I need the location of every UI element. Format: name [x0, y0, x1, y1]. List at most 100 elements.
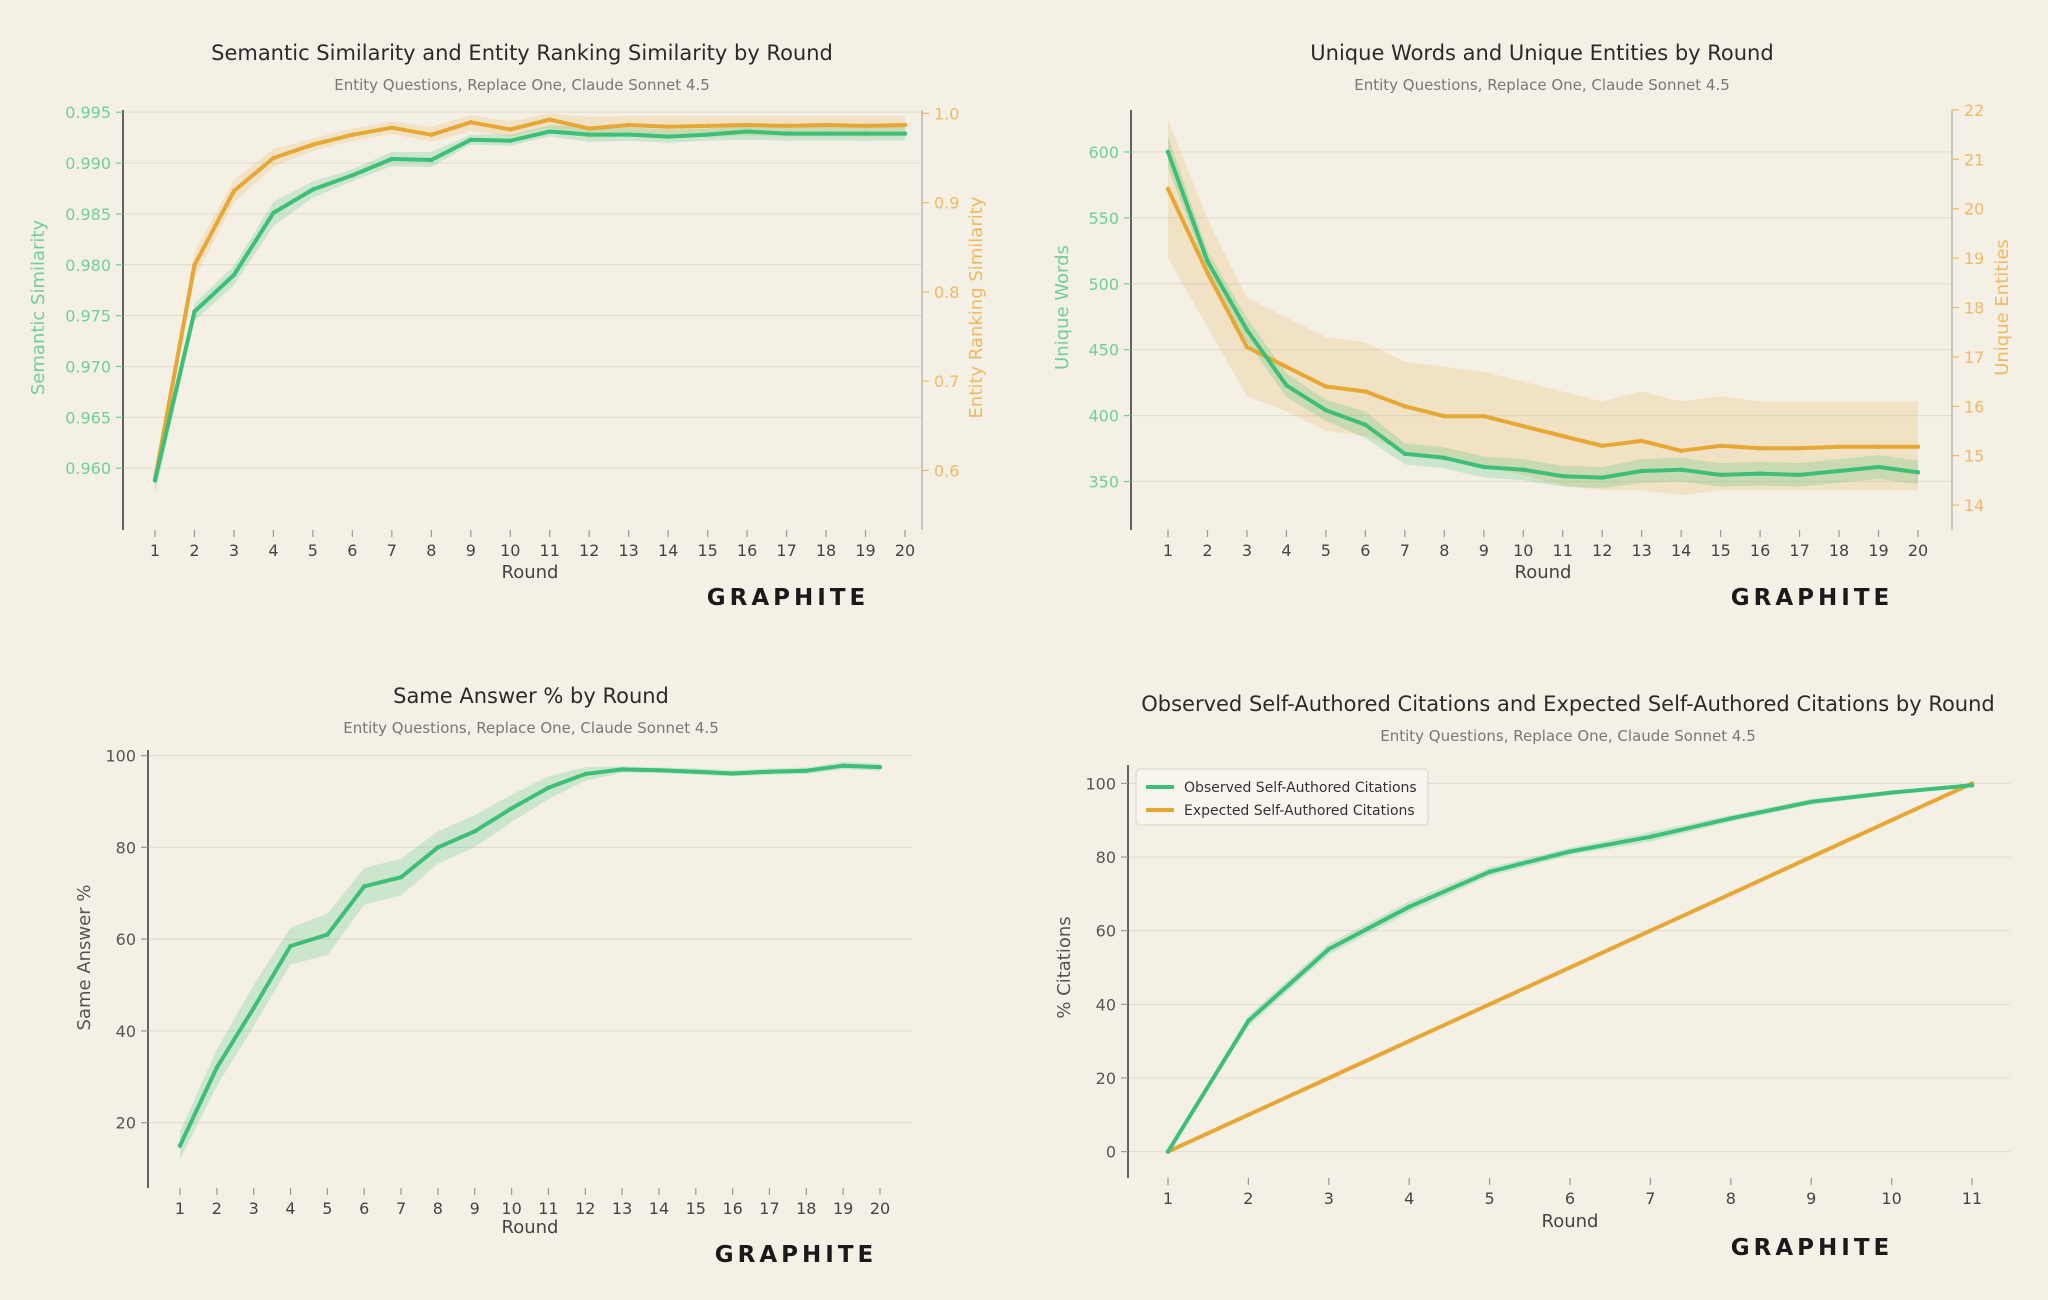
data-point: [840, 763, 846, 768]
x-tick-label: 13: [612, 1199, 632, 1218]
x-tick-label: 4: [1281, 541, 1291, 560]
data-point: [350, 132, 355, 138]
y-tick-label-right: 20: [1964, 200, 1984, 219]
chart-panel-1: Semantic Similarity and Entity Ranking S…: [28, 41, 987, 611]
data-point: [1363, 422, 1368, 428]
data-point: [1728, 891, 1734, 897]
y-tick-label: 60: [116, 930, 136, 949]
y-tick-label: 350: [1088, 473, 1119, 492]
x-tick-label: 18: [796, 1199, 816, 1218]
data-point: [784, 131, 789, 136]
x-tick-label: 15: [686, 1199, 706, 1218]
data-point: [1560, 433, 1565, 439]
y-tick-label-right: 0.9: [934, 194, 959, 213]
x-tick-label: 7: [396, 1199, 406, 1218]
series-line-green: [153, 129, 907, 483]
y-tick-label-right: 1.0: [934, 104, 959, 123]
x-tick-label: 13: [619, 541, 639, 560]
x-tick-label: 4: [285, 1199, 295, 1218]
data-point: [583, 771, 588, 777]
data-point: [1244, 327, 1250, 333]
data-point: [350, 173, 355, 178]
data-point: [325, 932, 330, 937]
x-tick-label: 3: [249, 1199, 259, 1218]
data-point: [877, 764, 883, 770]
data-point: [1757, 471, 1763, 476]
series-line-orange: [153, 117, 907, 482]
data-point: [508, 127, 513, 132]
x-tick-label: 7: [1645, 1189, 1655, 1208]
x-tick-label: 11: [538, 1199, 558, 1218]
data-point: [823, 122, 829, 128]
data-point: [705, 132, 710, 137]
x-tick-label: 11: [1962, 1189, 1982, 1208]
x-tick-label: 9: [1479, 541, 1489, 560]
data-point: [310, 187, 316, 192]
x-tick-label: 18: [1829, 541, 1849, 560]
legend-label: Observed Self-Authored Citations: [1184, 780, 1417, 796]
graphite-logo: GRAPHITE: [707, 585, 869, 611]
data-point: [1521, 467, 1526, 472]
confidence-band-orange: [1168, 119, 1918, 496]
data-point: [1648, 834, 1653, 839]
x-tick-label: 12: [579, 541, 599, 560]
data-point: [1487, 869, 1492, 874]
data-point: [1718, 443, 1723, 449]
y-tick-label-right: 0.6: [934, 461, 959, 480]
x-tick-label: 19: [833, 1199, 853, 1218]
data-point: [587, 126, 592, 131]
data-point: [1600, 475, 1605, 480]
data-point: [1797, 472, 1802, 478]
y-axis-label-right: Entity Ranking Similarity: [966, 196, 987, 418]
data-point: [509, 806, 514, 811]
legend: Observed Self-Authored Citations Expected…: [1135, 768, 1429, 826]
graphite-logo: GRAPHITE: [1731, 1235, 1893, 1261]
data-point: [1639, 438, 1644, 444]
x-axis-label: Round: [1542, 1211, 1599, 1232]
data-point: [1521, 423, 1526, 429]
y-tick-label: 600: [1088, 143, 1119, 162]
data-point: [468, 120, 473, 125]
data-point: [1205, 270, 1210, 276]
x-axis-label: Round: [1515, 562, 1572, 583]
confidence-band-orange: [155, 113, 905, 489]
y-tick-label: 0.975: [65, 307, 111, 326]
y-tick-label: 0.970: [65, 357, 111, 376]
y-axis-label: % Citations: [1054, 916, 1075, 1018]
y-tick-label: 40: [116, 1022, 136, 1041]
data-point: [730, 771, 735, 776]
data-point: [192, 309, 197, 314]
data-point: [863, 123, 868, 129]
y-tick-label: 0.995: [65, 103, 111, 122]
graphite-logo: GRAPHITE: [1731, 585, 1893, 611]
x-tick-label: 16: [1750, 541, 1770, 560]
data-point: [804, 768, 809, 773]
data-point: [1442, 455, 1447, 460]
data-point: [1402, 404, 1408, 409]
data-point: [693, 769, 698, 774]
chart-title: Same Answer % by Round: [393, 684, 669, 708]
data-point: [823, 131, 829, 136]
x-tick-label: 8: [1439, 541, 1449, 560]
chart-panel-4: Observed Self-Authored Citations and Exp…: [1054, 692, 2010, 1261]
data-point: [1442, 413, 1447, 419]
y-tick-label-right: 21: [1964, 150, 1984, 169]
data-point: [1363, 389, 1368, 394]
x-tick-label: 5: [308, 541, 318, 560]
x-tick-label: 2: [189, 541, 199, 560]
data-point: [389, 156, 395, 162]
data-point: [1284, 364, 1289, 369]
data-point: [1836, 468, 1842, 474]
data-point: [1757, 446, 1763, 451]
data-point: [1915, 470, 1921, 475]
data-point: [1836, 444, 1842, 450]
series-line-green: [1166, 149, 1920, 480]
x-tick-label: 12: [575, 1199, 595, 1218]
series-line-orange: [1166, 186, 1920, 453]
data-point: [362, 884, 367, 889]
data-point: [1481, 464, 1486, 470]
data-point: [1728, 816, 1734, 821]
x-tick-label: 11: [540, 541, 560, 560]
data-point: [1560, 474, 1565, 479]
x-tick-label: 7: [1400, 541, 1410, 560]
